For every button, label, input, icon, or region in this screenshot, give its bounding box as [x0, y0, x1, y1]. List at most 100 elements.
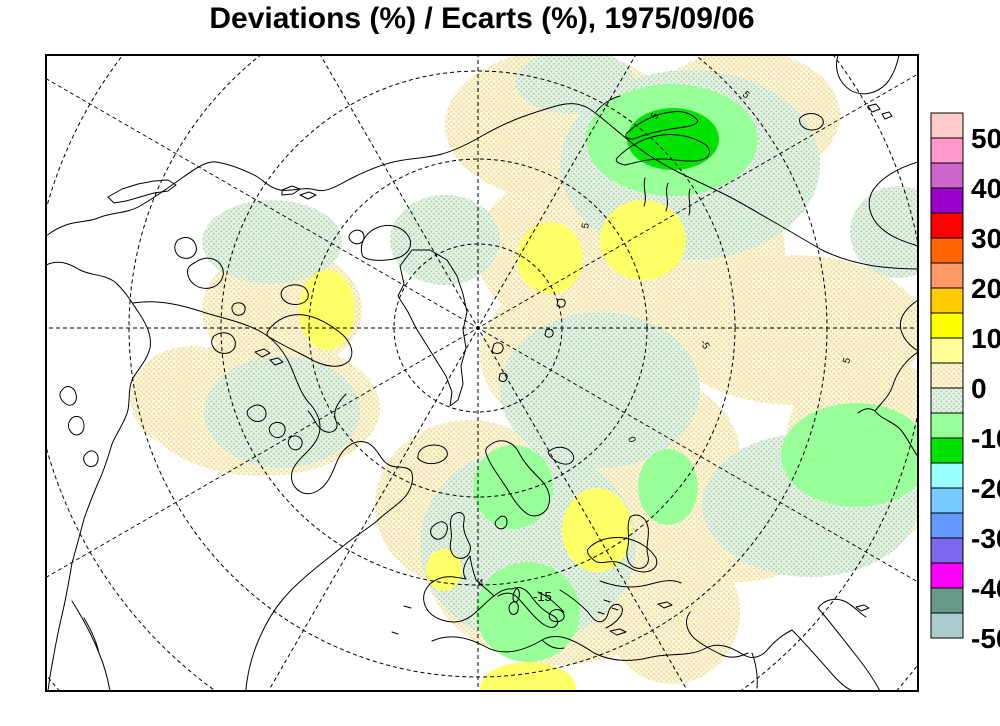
- aegean-islets: [391, 599, 619, 635]
- contour-label: 0: [625, 435, 637, 444]
- colorbar-tick-label: 40: [971, 173, 1000, 204]
- island-ellesmere: [348, 224, 412, 261]
- colorbar-tick-label: 0: [971, 373, 987, 404]
- island-bering: [867, 103, 893, 120]
- colorbar-tick-label: -10: [971, 423, 1000, 454]
- region--5 to 0: [390, 195, 500, 285]
- region-5 to 15: [562, 488, 632, 572]
- colorbar-cell: [930, 362, 964, 389]
- coast-right-bay: [868, 161, 918, 247]
- colorbar-tick-label: -50: [971, 623, 1000, 654]
- colorbar-cell: [930, 462, 964, 489]
- greenland: [397, 249, 468, 407]
- levant-redsea: [686, 598, 881, 691]
- islands-bc: [59, 386, 99, 468]
- persian-gulf: [857, 351, 918, 458]
- region--10 to -5: [781, 403, 918, 507]
- colorbar-tick-label: 50: [971, 123, 1000, 154]
- colorbar-tick-label: 30: [971, 223, 1000, 254]
- colorbar-cell: [930, 537, 964, 564]
- coast-st-lawrence: [307, 393, 347, 433]
- denmark: [494, 515, 508, 530]
- region-5 to 15: [517, 222, 583, 294]
- colorbar: 50 40 30 20 10 0 -10 -20 -30 -40 -50: [930, 112, 1000, 654]
- coast-siberia: [46, 103, 918, 270]
- colorbar-tick-label: 20: [971, 273, 1000, 304]
- contour-label: 5: [841, 356, 853, 365]
- coast-chukotka: [836, 55, 900, 95]
- region-5 to 15: [426, 549, 462, 591]
- region-5 to 15: [600, 200, 686, 280]
- meridian-line: [46, 73, 918, 578]
- contour-label: 5: [649, 111, 662, 122]
- region-5 to 15: [480, 662, 576, 691]
- balkans-greece: [537, 589, 623, 629]
- colorbar-cell: [930, 162, 964, 189]
- great-lakes: [246, 404, 303, 451]
- coast-baja: [71, 600, 111, 691]
- islands-canadian-arctic: [174, 237, 309, 366]
- coastlines: [46, 55, 918, 691]
- qeshm-islet: [855, 604, 870, 612]
- kola-coast: [547, 446, 575, 465]
- nile: [751, 652, 758, 689]
- colorbar-cell: [930, 437, 964, 464]
- colorbar-cell: [930, 387, 964, 414]
- colorbar-cell: [930, 262, 964, 289]
- contour-label: 4: [478, 578, 484, 589]
- colorbar-cell: [930, 412, 964, 439]
- region--10 to -5: [473, 445, 553, 529]
- colorbar-cell: [930, 512, 964, 539]
- colorbar-cell: [930, 137, 964, 164]
- scandinavia: [485, 440, 551, 517]
- colorbar-cell: [930, 587, 964, 614]
- ireland: [430, 521, 448, 540]
- contour-label: -15: [533, 589, 552, 604]
- contour-label: 5: [580, 222, 592, 230]
- caspian-sea: [626, 514, 649, 569]
- colorbar-tick-label: -20: [971, 473, 1000, 504]
- anomaly-regions: [130, 55, 918, 691]
- region-5 to 15: [299, 270, 355, 350]
- med-islands: [508, 587, 673, 636]
- colorbar-tick-label: 10: [971, 323, 1000, 354]
- turkey-coast: [599, 580, 682, 588]
- uk: [449, 512, 471, 559]
- region--5 to 0: [500, 312, 700, 468]
- colorbar-cell: [930, 337, 964, 364]
- island-siberia-sliver: [107, 179, 177, 204]
- colorbar-cell: [930, 612, 964, 639]
- coast-ob-gulfs: [643, 177, 691, 216]
- colorbar-cell: [930, 187, 964, 214]
- island-baffin: [266, 314, 353, 367]
- island-st-lawrence: [799, 113, 824, 131]
- page-title: Deviations (%) / Ecarts (%), 1975/09/06: [209, 2, 755, 35]
- island-novaya-zemlya-n: [625, 111, 699, 140]
- black-sea: [587, 537, 658, 573]
- iberia: [423, 555, 495, 623]
- coast-right-mid: [899, 299, 918, 352]
- coast-na-west: [46, 261, 151, 691]
- island-novaya-zemlya-s: [615, 134, 710, 166]
- colorbar-cell: [930, 312, 964, 339]
- colorbar-cell: [930, 562, 964, 589]
- region--5 to 0: [515, 55, 635, 114]
- region--10 to -5: [638, 449, 698, 525]
- region--5 to 0: [850, 186, 918, 278]
- region--5 to 0: [202, 200, 342, 284]
- coast-na-arctic-hudson: [132, 301, 414, 691]
- colorbar-cell: [930, 237, 964, 264]
- colorbar-tick-label: -40: [971, 573, 1000, 604]
- colorbar-cell: [930, 112, 964, 139]
- svalbard-islets: [491, 298, 566, 382]
- colorbar-tick-label: -30: [971, 523, 1000, 554]
- colorbar-cell: [930, 287, 964, 314]
- coast-nz-tip: [595, 95, 621, 113]
- north-africa-coast: [431, 629, 793, 661]
- map-frame: [45, 54, 919, 692]
- island-siberia-small: [281, 185, 317, 200]
- iceland: [417, 444, 448, 465]
